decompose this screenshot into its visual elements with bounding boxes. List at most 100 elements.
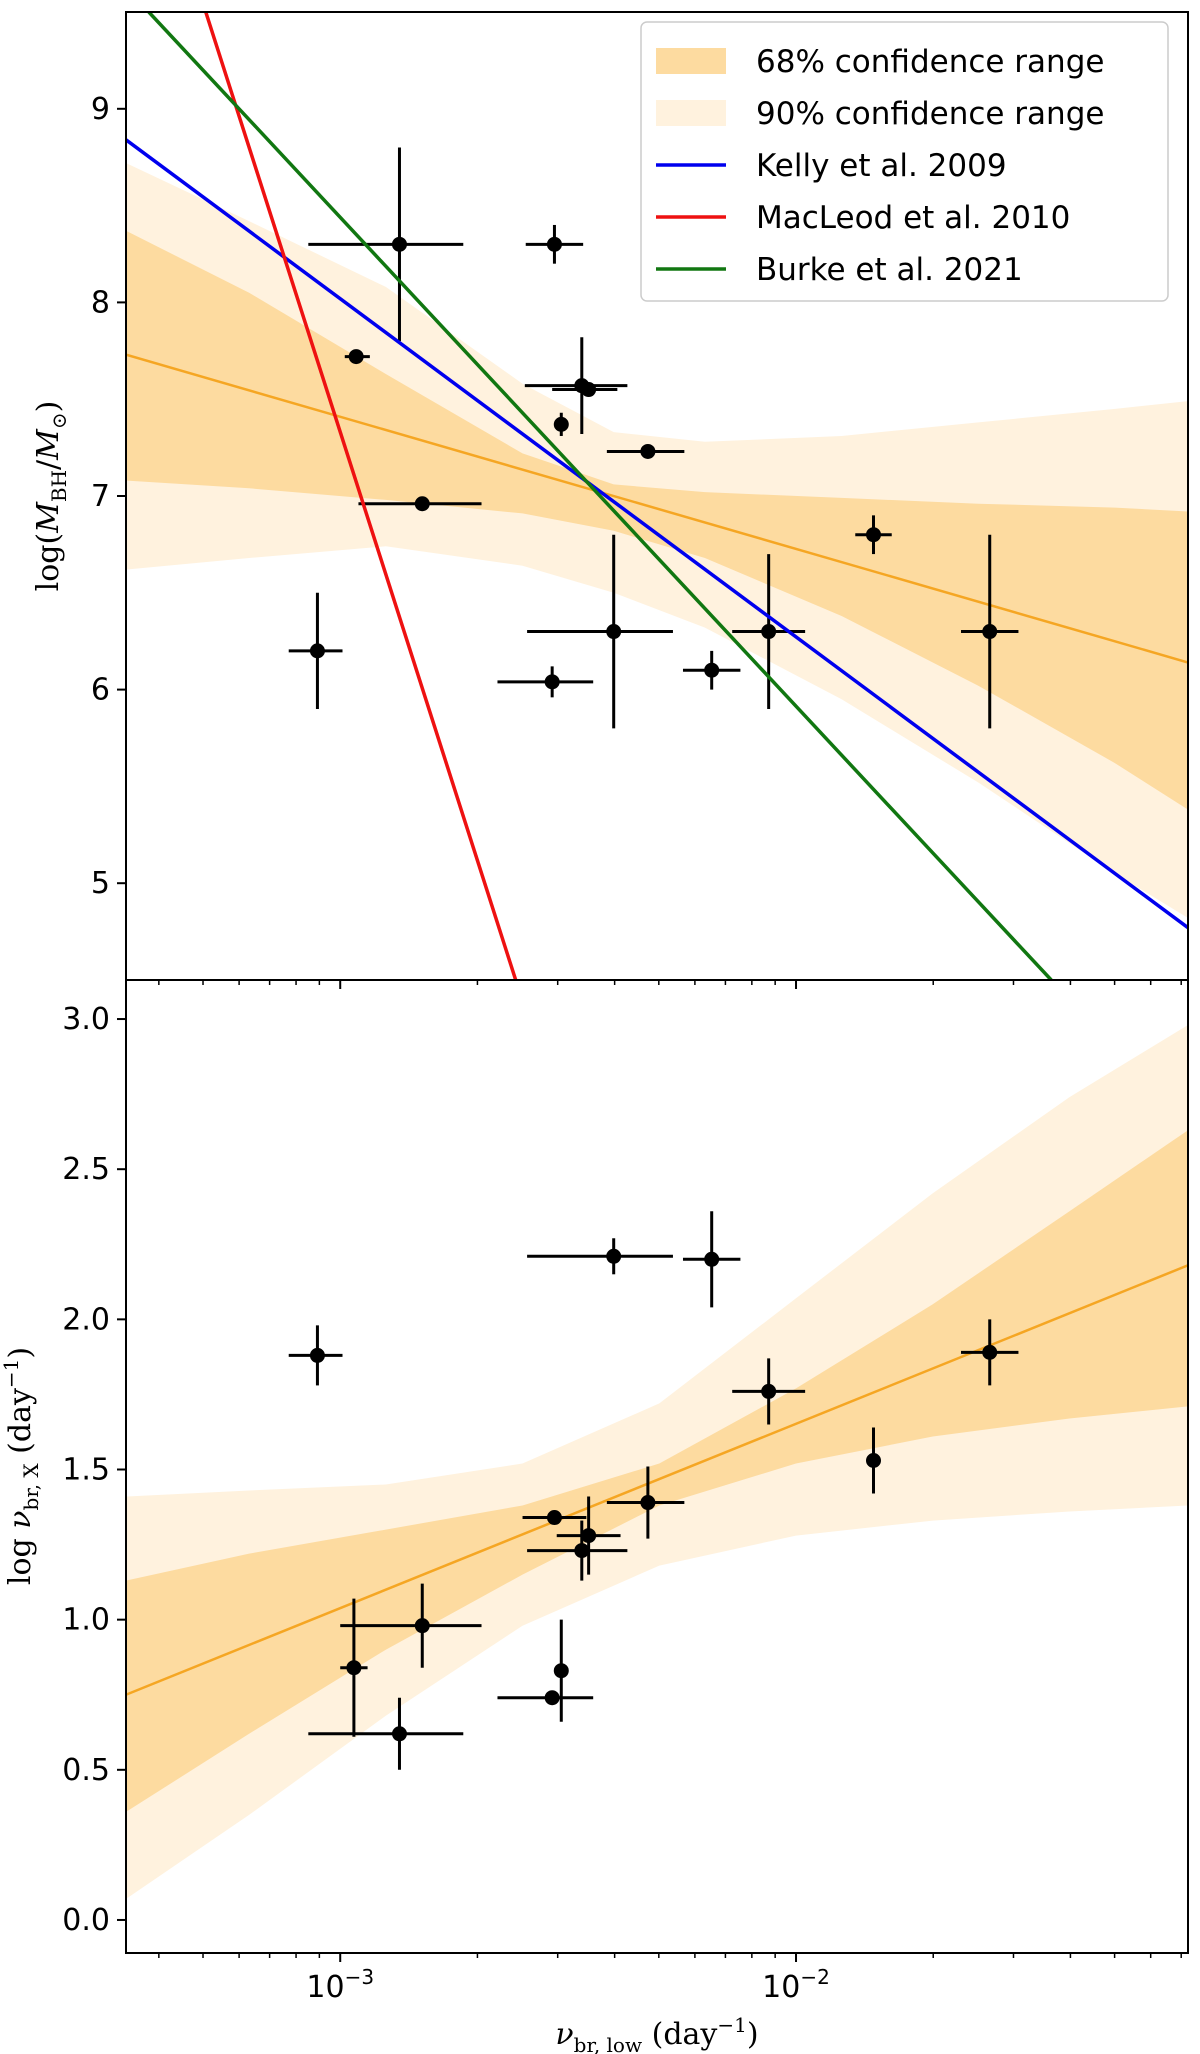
point-marker xyxy=(546,236,562,252)
point-marker xyxy=(309,1347,325,1363)
bottom-x-axis-label: νbr, low (day−1) xyxy=(555,2013,758,2054)
top-panel: 5 6 7 8 9 log(MBH/M⊙) 68% confidence range 9… xyxy=(31,12,1188,989)
y-tick-label: 8 xyxy=(91,285,110,320)
y-tick-label: 1.0 xyxy=(62,1603,110,1638)
point-marker xyxy=(544,674,560,690)
bottom-y-axis-label: log νbr, X (day−1) xyxy=(0,1347,43,1585)
y-tick-label: 0.0 xyxy=(62,1903,110,1938)
point-marker xyxy=(414,1618,430,1634)
y-tick-label: 3.0 xyxy=(62,1002,110,1037)
y-tick-label: 2.5 xyxy=(62,1152,110,1187)
y-tick-label: 5 xyxy=(91,866,110,901)
data-point xyxy=(732,554,806,709)
point-marker xyxy=(704,662,720,678)
data-point xyxy=(553,412,569,436)
legend: 68% confidence range 90% confidence rang… xyxy=(640,21,1169,302)
top-points xyxy=(288,147,1019,729)
legend-swatch-68 xyxy=(656,48,726,74)
burke-2021-line xyxy=(147,12,1053,980)
kelly-2009-line xyxy=(126,138,1188,930)
y-tick-label: 9 xyxy=(91,92,110,127)
point-marker xyxy=(391,1726,407,1742)
bottom-points xyxy=(288,1211,1019,1770)
legend-label-burke: Burke et al. 2021 xyxy=(756,252,1023,288)
point-marker xyxy=(309,643,325,659)
point-marker xyxy=(982,1344,998,1360)
top-fit-line xyxy=(126,353,1188,664)
data-point xyxy=(527,534,673,729)
point-marker xyxy=(761,1383,777,1399)
data-point xyxy=(552,382,618,398)
data-point xyxy=(606,1466,685,1539)
data-point xyxy=(288,1325,343,1386)
top-y-ticks: 5 6 7 8 9 xyxy=(91,92,126,901)
point-marker xyxy=(414,496,430,512)
bottom-fit-line xyxy=(126,1264,1188,1696)
point-marker xyxy=(346,1660,362,1676)
point-marker xyxy=(544,1690,560,1706)
point-marker xyxy=(704,1251,720,1267)
bottom-axes-frame xyxy=(125,979,1189,1954)
data-point xyxy=(961,1319,1019,1386)
point-marker xyxy=(866,527,882,543)
point-marker xyxy=(866,1452,882,1468)
y-tick-label: 2.0 xyxy=(62,1302,110,1337)
top-band-68 xyxy=(126,230,1188,810)
bottom-band-68 xyxy=(126,1130,1188,1812)
data-point xyxy=(308,147,464,342)
point-marker xyxy=(553,1663,569,1679)
data-point xyxy=(288,592,343,709)
point-marker xyxy=(574,1543,590,1559)
legend-label-68: 68% confidence range xyxy=(756,44,1104,80)
y-tick-label: 6 xyxy=(91,673,110,708)
data-point xyxy=(527,1238,673,1275)
data-point xyxy=(682,1211,741,1308)
data-point xyxy=(525,224,584,264)
data-point xyxy=(497,1690,594,1706)
bottom-panel: 0.0 0.5 1.0 1.5 2.0 2.5 3.0 10−3 10−2 log νbr, … xyxy=(0,1002,1188,2054)
y-tick-label: 1.5 xyxy=(62,1453,110,1488)
y-tick-label: 7 xyxy=(91,479,110,514)
data-point xyxy=(682,650,741,690)
data-point xyxy=(308,1697,464,1770)
point-marker xyxy=(348,349,364,365)
point-marker xyxy=(546,1510,562,1526)
legend-label-macleod: MacLeod et al. 2010 xyxy=(756,200,1070,236)
data-point xyxy=(866,1427,882,1494)
data-point xyxy=(556,1496,621,1575)
point-marker xyxy=(581,1528,597,1544)
point-marker xyxy=(606,1248,622,1264)
data-point xyxy=(855,515,892,555)
data-point xyxy=(497,666,594,698)
top-x-ticks xyxy=(158,980,1182,989)
data-point xyxy=(344,349,370,365)
y-tick-label: 0.5 xyxy=(62,1753,110,1788)
data-point xyxy=(732,1358,806,1425)
point-marker xyxy=(640,1495,656,1511)
data-point xyxy=(522,1510,587,1526)
data-point xyxy=(527,1520,628,1581)
point-marker xyxy=(553,416,569,432)
point-marker xyxy=(982,624,998,640)
data-point xyxy=(340,1583,482,1668)
legend-box xyxy=(640,21,1169,302)
point-marker xyxy=(391,236,407,252)
x-tick-label: 10−2 xyxy=(762,1965,830,2005)
data-point xyxy=(340,1598,368,1737)
x-tick-label: 10−3 xyxy=(306,1965,374,2005)
legend-label-90: 90% confidence range xyxy=(756,96,1104,132)
data-point xyxy=(553,1619,569,1722)
bottom-y-ticks: 0.0 0.5 1.0 1.5 2.0 2.5 3.0 xyxy=(62,1002,126,1938)
point-marker xyxy=(640,443,656,459)
legend-label-kelly: Kelly et al. 2009 xyxy=(756,148,1007,184)
data-point xyxy=(606,443,685,459)
point-marker xyxy=(606,624,622,640)
legend-swatch-90 xyxy=(656,100,726,126)
bottom-x-ticks: 10−3 10−2 xyxy=(158,1953,1182,2005)
bottom-band-90 xyxy=(126,1025,1188,1899)
data-point xyxy=(358,496,482,512)
macleod-2010-line xyxy=(204,12,518,980)
data-point xyxy=(961,534,1019,729)
top-y-axis-label: log(MBH/M⊙) xyxy=(31,401,71,592)
